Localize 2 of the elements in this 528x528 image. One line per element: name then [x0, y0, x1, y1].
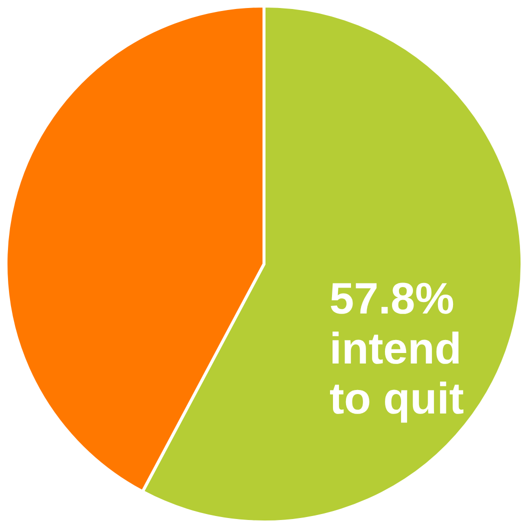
data-label: 57.8% — [330, 274, 454, 324]
slice-label: intend to quit — [330, 324, 464, 424]
